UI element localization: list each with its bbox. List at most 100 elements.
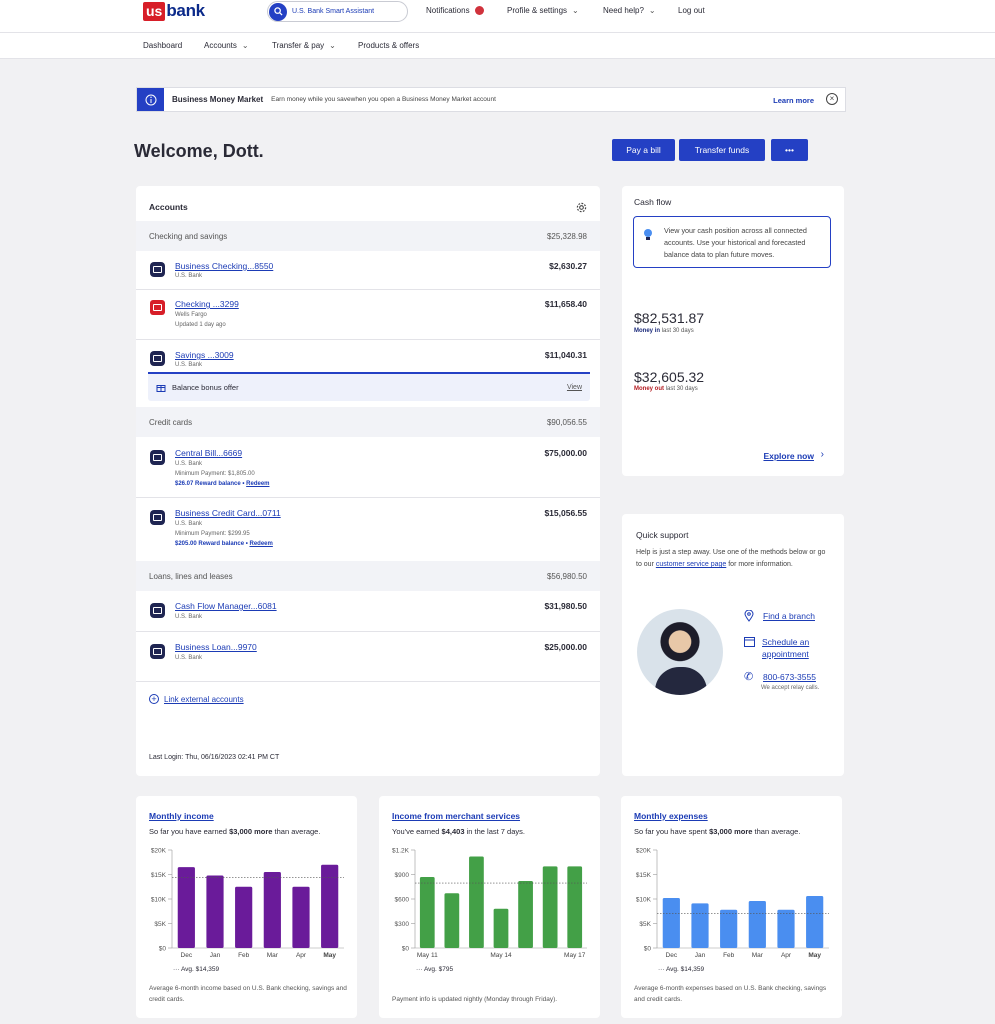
- nav-transfer-pay[interactable]: Transfer & pay ⌄: [272, 41, 336, 50]
- account-row[interactable]: Cash Flow Manager...6081 U.S. Bank $31,9…: [136, 591, 600, 632]
- monthly-expenses-link[interactable]: Monthly expenses: [634, 811, 708, 821]
- section-total: $56,980.50: [546, 571, 587, 581]
- usbank-account-icon: [150, 510, 165, 525]
- bar: [748, 900, 766, 948]
- notifications-menu[interactable]: Notifications: [426, 6, 484, 15]
- link-external-accounts[interactable]: + Link external accounts: [149, 694, 244, 704]
- reward-balance: $205.00 Reward balance • Redeem: [175, 541, 273, 547]
- quick-support-card: Quick support Help is just a step away. …: [622, 514, 844, 776]
- bonus-label: Balance bonus offer: [172, 383, 239, 392]
- merchant-income-link[interactable]: Income from merchant services: [392, 811, 521, 821]
- gear-icon[interactable]: [576, 200, 587, 218]
- account-name-link[interactable]: Business Loan...9970: [175, 642, 257, 652]
- bar: [419, 876, 435, 948]
- transfer-funds-button[interactable]: Transfer funds: [679, 139, 765, 161]
- average-label: ··· Avg. $795: [416, 966, 454, 973]
- bonus-view-link[interactable]: View: [566, 384, 582, 391]
- logout-link[interactable]: Log out: [678, 6, 705, 15]
- cash-flow-title: Cash flow: [634, 197, 672, 207]
- redeem-link[interactable]: Redeem: [246, 481, 270, 487]
- location-pin-icon: [744, 609, 756, 622]
- x-tick-label: Dec: [181, 952, 193, 959]
- bar: [263, 872, 281, 948]
- pay-bill-button[interactable]: Pay a bill: [612, 139, 675, 161]
- section-label: Checking and savings: [149, 231, 228, 241]
- close-icon[interactable]: ×: [826, 93, 838, 105]
- link-external-label: Link external accounts: [164, 694, 244, 704]
- calendar-icon: [744, 636, 755, 648]
- usbank-logo[interactable]: us bank: [143, 1, 205, 21]
- y-tick-label: $900: [395, 872, 410, 879]
- phone-link[interactable]: ✆ 800-673-3555: [744, 671, 816, 683]
- minimum-payment: Minimum Payment: $1,805.00: [175, 471, 255, 477]
- page-title: Welcome, Dott.: [134, 141, 264, 161]
- account-name-link[interactable]: Checking ...3299: [175, 299, 239, 309]
- usbank-account-icon: [150, 603, 165, 618]
- need-help-menu[interactable]: Need help? ⌄: [603, 6, 656, 15]
- bar: [542, 866, 558, 948]
- account-bank: U.S. Bank: [175, 614, 203, 620]
- monthly-income-link[interactable]: Monthly income: [149, 811, 214, 821]
- account-name-link[interactable]: Business Checking...8550: [175, 261, 274, 271]
- bar: [777, 909, 795, 948]
- explore-now-link[interactable]: Explore now: [763, 451, 814, 461]
- customer-service-link[interactable]: customer service page: [655, 561, 727, 568]
- x-tick-label: May: [323, 952, 336, 959]
- chevron-down-icon: ⌄: [572, 6, 579, 15]
- account-name-link[interactable]: Savings ...3009: [175, 350, 234, 360]
- phone-icon: ✆: [744, 671, 754, 683]
- account-row[interactable]: Business Checking...8550 U.S. Bank $2,63…: [136, 251, 600, 290]
- section-total: $90,056.55: [546, 417, 587, 427]
- money-out-label: Money out last 30 days: [634, 386, 698, 392]
- more-actions-button[interactable]: •••: [771, 139, 808, 161]
- lightbulb-icon: [643, 228, 653, 242]
- nav-products-offers[interactable]: Products & offers: [358, 41, 420, 50]
- merchant-income-card: Income from merchant services You've ear…: [379, 796, 600, 1018]
- account-row[interactable]: Savings ...3009 U.S. Bank $11,040.31: [136, 340, 600, 407]
- profile-settings-menu[interactable]: Profile & settings ⌄: [507, 6, 579, 15]
- credit-cards-section: Credit cards $90,056.55: [136, 407, 600, 437]
- money-in-amount: $82,531.87: [634, 310, 705, 326]
- chevron-down-icon: ⌄: [241, 41, 249, 50]
- account-row[interactable]: Business Credit Card...0711 U.S. Bank Mi…: [136, 498, 600, 560]
- account-row[interactable]: Business Loan...9970 U.S. Bank $25,000.0…: [136, 632, 600, 682]
- redeem-link[interactable]: Redeem: [249, 541, 273, 547]
- smart-assistant-search[interactable]: U.S. Bank Smart Assistant: [267, 1, 408, 22]
- checking-savings-section: Checking and savings $25,328.98: [136, 221, 600, 251]
- banner-description: Earn money while you savewhen you open a…: [271, 96, 496, 103]
- relay-note: We accept relay calls.: [761, 685, 820, 691]
- account-name-link[interactable]: Central Bill...6669: [175, 448, 243, 458]
- schedule-appointment-link[interactable]: Schedule an appointment: [744, 636, 824, 660]
- bar: [518, 881, 533, 948]
- nav-dashboard[interactable]: Dashboard: [143, 41, 183, 50]
- merchant-income-chart: $0 $300 $600 $900 $1.2K May 11 May 14 May 17: [392, 848, 587, 959]
- bar: [444, 893, 460, 948]
- find-branch-link[interactable]: Find a branch: [744, 609, 815, 622]
- bar: [177, 867, 195, 948]
- account-row[interactable]: Central Bill...6669 U.S. Bank Minimum Pa…: [136, 437, 600, 498]
- y-tick-label: $0: [159, 946, 167, 953]
- y-tick-label: $15K: [636, 872, 652, 879]
- income-summary: So far you have earned $3,000 more than …: [149, 827, 321, 836]
- learn-more-link[interactable]: Learn more: [773, 96, 814, 105]
- x-tick-label: Jan: [210, 952, 221, 959]
- top-bar: us bank U.S. Bank Smart Assistant Notifi…: [0, 0, 995, 32]
- x-tick-label: Mar: [752, 952, 764, 959]
- bar: [567, 866, 583, 948]
- quick-support-title: Quick support: [636, 530, 689, 540]
- x-tick-label: Feb: [723, 952, 735, 959]
- monthly-expenses-chart: $0 $5K $10K $15K $20K Dec Jan Feb Mar Apr May: [636, 848, 829, 959]
- money-in-label: Money in last 30 days: [634, 328, 694, 334]
- y-tick-label: $20K: [636, 848, 652, 855]
- nav-accounts[interactable]: Accounts ⌄: [204, 41, 249, 50]
- account-name-link[interactable]: Cash Flow Manager...6081: [175, 601, 277, 611]
- expenses-summary: So far you have spent $3,000 more than a…: [634, 827, 801, 836]
- account-balance: $11,040.31: [544, 350, 587, 360]
- usbank-account-icon: [150, 644, 165, 659]
- account-name-link[interactable]: Business Credit Card...0711: [175, 508, 281, 518]
- plus-icon: +: [149, 694, 159, 704]
- promo-banner: Business Money Market Earn money while y…: [136, 87, 846, 112]
- y-tick-label: $1.2K: [392, 848, 410, 855]
- account-balance: $25,000.00: [544, 642, 587, 652]
- account-row[interactable]: Checking ...3299 Wells Fargo Updated 1 d…: [136, 290, 600, 340]
